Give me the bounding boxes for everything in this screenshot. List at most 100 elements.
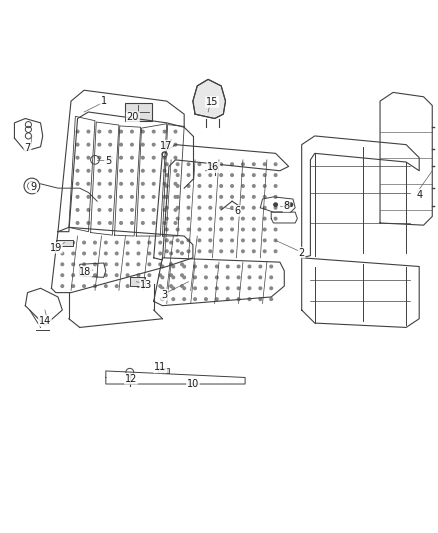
Circle shape — [109, 182, 112, 185]
Circle shape — [166, 250, 168, 253]
Circle shape — [274, 196, 277, 198]
Circle shape — [198, 239, 201, 241]
Circle shape — [220, 163, 223, 166]
Circle shape — [285, 203, 288, 206]
Circle shape — [253, 228, 255, 231]
Circle shape — [231, 196, 233, 198]
Circle shape — [209, 217, 212, 220]
Circle shape — [141, 130, 144, 133]
Circle shape — [98, 222, 101, 224]
Circle shape — [174, 182, 177, 185]
Circle shape — [172, 298, 175, 301]
Circle shape — [170, 241, 173, 244]
Circle shape — [242, 217, 244, 220]
Circle shape — [174, 143, 177, 146]
Circle shape — [159, 252, 162, 255]
Circle shape — [274, 217, 277, 220]
Circle shape — [253, 206, 255, 209]
Circle shape — [170, 274, 173, 277]
Circle shape — [183, 276, 185, 279]
Circle shape — [131, 156, 133, 159]
Circle shape — [209, 184, 212, 187]
Circle shape — [126, 241, 129, 244]
Circle shape — [126, 285, 129, 287]
Circle shape — [166, 184, 168, 187]
Circle shape — [174, 208, 177, 211]
Circle shape — [76, 196, 79, 198]
Circle shape — [148, 285, 151, 287]
Circle shape — [120, 182, 122, 185]
Circle shape — [76, 156, 79, 159]
Polygon shape — [193, 79, 226, 118]
Circle shape — [177, 196, 179, 198]
Circle shape — [194, 276, 196, 279]
Bar — [158, 368, 169, 373]
Circle shape — [94, 285, 96, 287]
Circle shape — [159, 274, 162, 277]
Circle shape — [109, 156, 112, 159]
Circle shape — [263, 206, 266, 209]
Circle shape — [220, 239, 223, 241]
Circle shape — [187, 184, 190, 187]
Circle shape — [231, 206, 233, 209]
Circle shape — [163, 208, 166, 211]
Circle shape — [270, 298, 272, 301]
Circle shape — [187, 217, 190, 220]
Text: 9: 9 — [30, 182, 36, 192]
Circle shape — [170, 263, 173, 265]
Circle shape — [131, 208, 133, 211]
Circle shape — [259, 276, 261, 279]
Text: 16: 16 — [207, 162, 219, 172]
Circle shape — [94, 252, 96, 255]
Circle shape — [263, 239, 266, 241]
Circle shape — [181, 263, 184, 265]
Circle shape — [76, 143, 79, 146]
Circle shape — [152, 143, 155, 146]
Text: 2: 2 — [299, 247, 305, 257]
Circle shape — [161, 298, 164, 301]
Text: 17: 17 — [160, 141, 172, 150]
Circle shape — [253, 163, 255, 166]
Circle shape — [242, 184, 244, 187]
Circle shape — [83, 241, 85, 244]
Circle shape — [181, 285, 184, 287]
Text: 3: 3 — [162, 290, 168, 300]
Circle shape — [220, 184, 223, 187]
Circle shape — [263, 163, 266, 166]
Circle shape — [120, 196, 122, 198]
Circle shape — [270, 265, 272, 268]
Circle shape — [274, 239, 277, 241]
Circle shape — [263, 228, 266, 231]
Circle shape — [177, 239, 179, 241]
Circle shape — [253, 239, 255, 241]
Circle shape — [87, 196, 90, 198]
Circle shape — [152, 208, 155, 211]
Text: 15: 15 — [206, 97, 218, 107]
Circle shape — [148, 252, 151, 255]
Circle shape — [116, 285, 118, 287]
Circle shape — [87, 130, 90, 133]
Circle shape — [226, 276, 229, 279]
Circle shape — [148, 241, 151, 244]
Circle shape — [61, 274, 64, 277]
Circle shape — [163, 182, 166, 185]
Circle shape — [183, 287, 185, 289]
Text: 13: 13 — [140, 280, 152, 290]
Circle shape — [174, 222, 177, 224]
Circle shape — [120, 130, 122, 133]
Circle shape — [220, 217, 223, 220]
Circle shape — [166, 217, 168, 220]
Circle shape — [215, 276, 218, 279]
Circle shape — [209, 239, 212, 241]
Circle shape — [141, 222, 144, 224]
Circle shape — [187, 163, 190, 166]
Circle shape — [76, 208, 79, 211]
Text: 18: 18 — [79, 267, 91, 277]
Circle shape — [263, 174, 266, 176]
Circle shape — [126, 263, 129, 265]
Circle shape — [259, 287, 261, 289]
Circle shape — [152, 182, 155, 185]
Circle shape — [137, 241, 140, 244]
Text: 1: 1 — [101, 96, 107, 106]
Circle shape — [226, 287, 229, 289]
